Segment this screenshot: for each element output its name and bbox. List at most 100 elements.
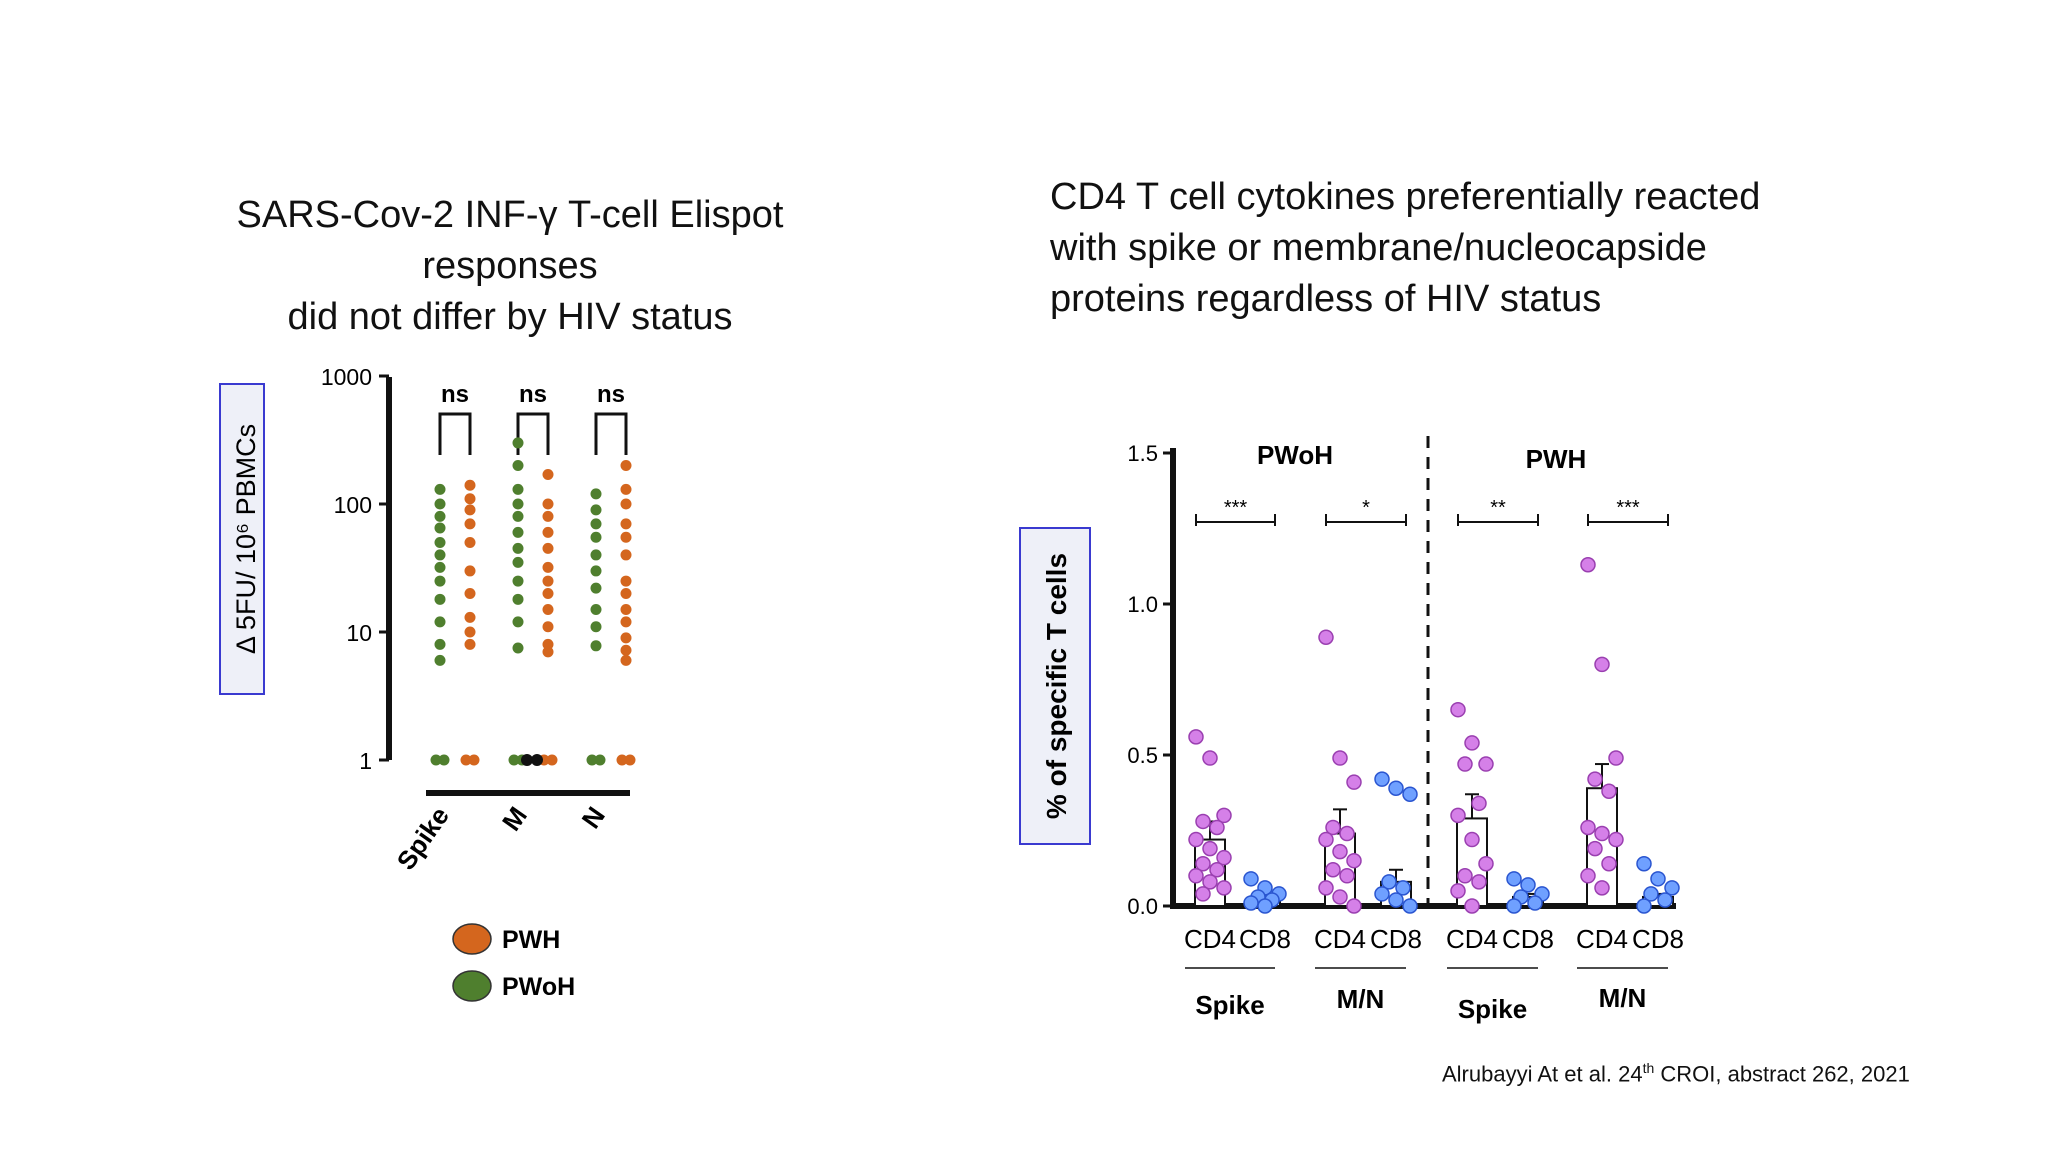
tcell-x-tick-label: CD4 xyxy=(1576,924,1628,954)
elispot-significance: ns ns ns xyxy=(438,381,628,455)
tcell-point-cd4 xyxy=(1216,807,1232,824)
tcell-y-tick-label: 0.5 xyxy=(1127,743,1158,768)
tcell-x-tick-label: CD4 xyxy=(1314,924,1366,954)
elispot-sig-label: ns xyxy=(597,381,625,408)
tcell-point-cd4 xyxy=(1580,556,1596,573)
elispot-point-pwh xyxy=(542,603,554,615)
left-title-line-1: SARS-Cov-2 INF-γ T-cell Elispot response… xyxy=(236,194,784,287)
tcell-point-cd4 xyxy=(1450,807,1466,824)
elispot-point-pwh xyxy=(464,504,476,516)
right-title: CD4 T cell cytokines preferentially reac… xyxy=(1050,172,1870,325)
tcell-point-cd4 xyxy=(1594,825,1610,842)
tcell-point-cd4 xyxy=(1594,656,1610,673)
tcell-point-cd4 xyxy=(1457,868,1473,884)
tcell-point-cd4 xyxy=(1318,629,1334,645)
tcell-point-cd4 xyxy=(1209,862,1225,878)
elispot-point-pwh xyxy=(620,549,632,561)
elispot-point-black xyxy=(521,754,533,766)
elispot-point-pwh xyxy=(542,542,554,554)
elispot-point-pwh xyxy=(620,531,632,543)
tcell-sig-label: ** xyxy=(1490,497,1506,519)
tcell-y-tick-label: 1.0 xyxy=(1127,592,1158,617)
elispot-y-ticks: 1000 100 10 1 xyxy=(321,364,389,774)
elispot-point-pwh xyxy=(542,621,554,633)
elispot-point-pwoh xyxy=(590,621,602,633)
tcell-point-cd4 xyxy=(1188,831,1204,848)
elispot-point-pwoh xyxy=(434,616,446,628)
elispot-point-pwh xyxy=(542,526,554,538)
elispot-point-pwoh xyxy=(586,754,598,766)
elispot-point-pwoh xyxy=(590,518,602,530)
tcell-y-tick-label: 0.0 xyxy=(1127,894,1158,919)
elispot-point-pwoh xyxy=(512,616,524,628)
elispot-point-pwoh xyxy=(512,593,524,605)
tcell-point-cd8 xyxy=(1520,877,1536,893)
elispot-y-tick-label: 10 xyxy=(346,620,372,646)
tcell-point-cd4 xyxy=(1587,771,1603,787)
elispot-point-black xyxy=(531,754,543,766)
elispot-point-pwh xyxy=(624,754,636,766)
elispot-point-pwoh xyxy=(512,498,524,510)
tcell-y-ticks: 1.5 1.0 0.5 0.0 xyxy=(1127,441,1173,919)
elispot-point-pwh xyxy=(542,469,554,481)
elispot-point-pwh xyxy=(464,479,476,491)
elispot-point-pwh xyxy=(620,632,632,644)
tcell-point-cd8 xyxy=(1402,898,1418,914)
elispot-point-pwh xyxy=(542,587,554,599)
elispot-point-pwoh xyxy=(512,526,524,538)
elispot-point-pwh xyxy=(620,616,632,628)
tcell-point-cd8 xyxy=(1374,771,1390,787)
elispot-point-pwoh xyxy=(434,561,446,573)
elispot-point-pwoh xyxy=(590,640,602,652)
group-label-pwoh: PWoH xyxy=(1257,440,1333,470)
tcell-point-cd4 xyxy=(1457,756,1473,772)
tcell-point-cd8 xyxy=(1506,871,1522,887)
tcell-point-cd4 xyxy=(1339,825,1355,842)
elispot-point-pwh xyxy=(464,626,476,638)
tcell-sig-bracket xyxy=(1587,514,1669,526)
elispot-point-pwh xyxy=(542,498,554,510)
elispot-point-pwh xyxy=(464,518,476,530)
tcell-point-cd4 xyxy=(1580,868,1596,884)
tcell-bar-chart: % of specific T cells PWoH PWH 1.5 1.0 0.5… xyxy=(1019,436,1684,1024)
right-title-line-3: proteins regardless of HIV status xyxy=(1050,278,1602,320)
elispot-point-pwoh xyxy=(434,510,446,522)
tcell-x-tick-label: CD8 xyxy=(1239,924,1291,954)
tcell-point-cd8 xyxy=(1374,886,1390,902)
elispot-sig-label: ns xyxy=(441,381,469,408)
elispot-point-pwh xyxy=(542,561,554,573)
elispot-point-pwh xyxy=(620,654,632,666)
tcell-point-cd8 xyxy=(1636,898,1652,914)
elispot-point-pwh xyxy=(546,754,558,766)
tcell-point-cd4 xyxy=(1332,750,1348,766)
group-label-pwh: PWH xyxy=(1526,444,1587,474)
elispot-point-pwoh xyxy=(590,504,602,516)
elispot-ylabel: Δ 5FU/ 10⁶ PBMCs xyxy=(231,424,261,654)
elispot-point-pwoh xyxy=(594,754,606,766)
elispot-y-tick-label: 1000 xyxy=(321,364,372,390)
tcell-sig-label: * xyxy=(1362,497,1370,519)
tcell-point-cd8 xyxy=(1643,886,1659,902)
tcell-x-tick-label: CD4 xyxy=(1184,924,1236,954)
tcell-point-cd4 xyxy=(1471,795,1487,812)
tcell-point-cd4 xyxy=(1332,889,1348,905)
elispot-point-pwoh xyxy=(590,549,602,561)
elispot-point-pwh xyxy=(620,644,632,656)
legend-label-pwh: PWH xyxy=(502,926,560,954)
elispot-point-pwoh xyxy=(508,754,520,766)
tcell-point-cd4 xyxy=(1464,898,1480,914)
tcell-point-cd4 xyxy=(1216,880,1232,896)
elispot-point-pwoh xyxy=(512,459,524,471)
tcell-antigen-label: M/N xyxy=(1337,984,1385,1014)
elispot-point-pwoh xyxy=(512,556,524,568)
elispot-point-pwh xyxy=(620,459,632,471)
tcell-point-cd4 xyxy=(1450,883,1466,899)
tcell-point-cd4 xyxy=(1318,880,1334,896)
elispot-point-pwh xyxy=(464,493,476,505)
tcell-sig-label: *** xyxy=(1616,497,1640,519)
tcell-point-cd8 xyxy=(1650,871,1666,887)
elispot-y-tick-label: 1 xyxy=(359,748,372,774)
elispot-point-pwoh xyxy=(434,593,446,605)
tcell-point-cd4 xyxy=(1346,852,1362,869)
